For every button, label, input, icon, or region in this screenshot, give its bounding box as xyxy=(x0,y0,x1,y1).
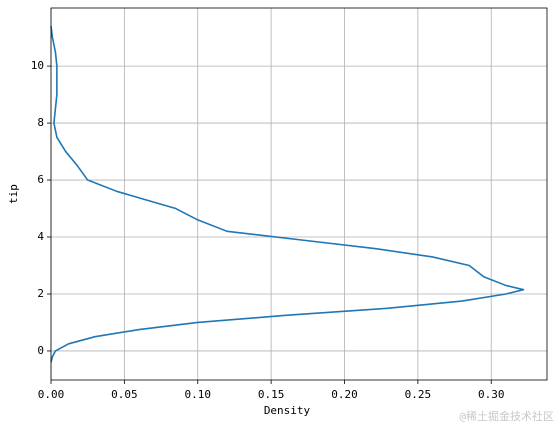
x-tick-label: 0.00 xyxy=(38,388,65,401)
x-tick-label: 0.15 xyxy=(258,388,285,401)
density-line xyxy=(50,26,525,363)
x-tick-label: 0.25 xyxy=(405,388,432,401)
y-tick-label: 10 xyxy=(31,59,44,72)
y-tick-label: 0 xyxy=(37,344,44,357)
y-tick-label: 6 xyxy=(37,173,44,186)
x-tick-label: 0.10 xyxy=(184,388,211,401)
x-tick-label: 0.30 xyxy=(478,388,505,401)
x-axis-label: Density xyxy=(264,404,311,417)
y-tick-label: 8 xyxy=(37,116,44,129)
watermark: @稀土掘金技术社区 xyxy=(459,409,554,423)
y-tick-label: 4 xyxy=(37,230,44,243)
plot-frame xyxy=(50,7,548,381)
y-tick-label: 2 xyxy=(37,287,44,300)
x-tick-label: 0.05 xyxy=(111,388,138,401)
x-tick-label: 0.20 xyxy=(331,388,358,401)
y-axis-label: tip xyxy=(7,184,20,204)
